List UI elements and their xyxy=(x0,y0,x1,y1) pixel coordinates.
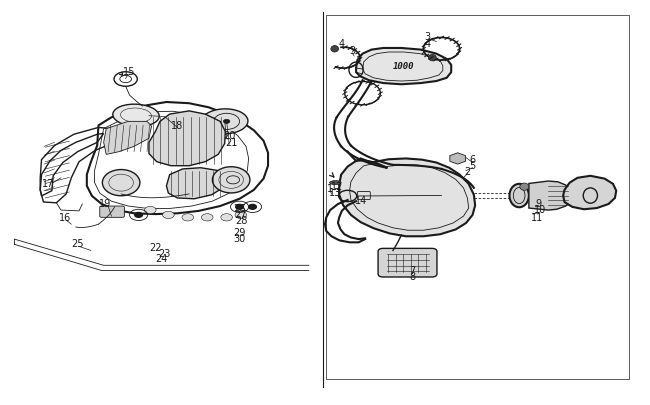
Text: 26: 26 xyxy=(233,204,246,213)
Text: 16: 16 xyxy=(58,213,71,223)
Polygon shape xyxy=(339,159,475,237)
Text: 1: 1 xyxy=(327,183,333,194)
Polygon shape xyxy=(356,49,451,85)
Text: 23: 23 xyxy=(159,248,171,258)
Text: 17: 17 xyxy=(42,178,54,188)
Circle shape xyxy=(236,205,244,210)
Text: 14: 14 xyxy=(354,196,367,205)
Circle shape xyxy=(202,214,213,222)
Text: 4: 4 xyxy=(339,38,345,49)
Circle shape xyxy=(235,212,247,219)
Circle shape xyxy=(182,214,194,222)
Text: 3: 3 xyxy=(349,45,356,55)
Ellipse shape xyxy=(331,47,339,53)
Text: 18: 18 xyxy=(172,120,183,130)
Circle shape xyxy=(162,212,174,219)
Polygon shape xyxy=(166,168,225,199)
Text: 24: 24 xyxy=(156,254,168,264)
Text: 28: 28 xyxy=(235,215,248,226)
Text: 19: 19 xyxy=(99,198,111,208)
Text: 7: 7 xyxy=(410,265,415,275)
Ellipse shape xyxy=(113,105,159,127)
Ellipse shape xyxy=(102,170,140,196)
Ellipse shape xyxy=(330,181,341,185)
Ellipse shape xyxy=(520,183,529,191)
Circle shape xyxy=(221,214,233,222)
Ellipse shape xyxy=(510,184,529,208)
Circle shape xyxy=(135,213,142,218)
Text: 10: 10 xyxy=(534,205,546,215)
Text: 4: 4 xyxy=(424,38,430,49)
Ellipse shape xyxy=(428,55,436,62)
Text: 13: 13 xyxy=(330,188,341,198)
Polygon shape xyxy=(529,181,571,211)
Text: 22: 22 xyxy=(150,243,162,253)
Circle shape xyxy=(249,205,256,210)
Text: 15: 15 xyxy=(124,67,136,77)
Text: 5: 5 xyxy=(469,160,476,171)
Text: 12: 12 xyxy=(330,181,343,192)
Text: 27: 27 xyxy=(235,209,247,219)
Text: 9: 9 xyxy=(536,198,541,208)
Text: 6: 6 xyxy=(469,155,476,165)
Text: 29: 29 xyxy=(233,228,246,238)
Polygon shape xyxy=(103,122,151,155)
Text: 1000: 1000 xyxy=(393,62,415,71)
Text: 25: 25 xyxy=(72,239,84,249)
Text: 2: 2 xyxy=(464,166,471,176)
FancyBboxPatch shape xyxy=(99,207,124,218)
Bar xyxy=(326,15,629,379)
Text: 21: 21 xyxy=(226,137,238,147)
Text: 20: 20 xyxy=(223,131,235,141)
Text: 11: 11 xyxy=(531,212,543,222)
Polygon shape xyxy=(149,112,226,166)
Text: 3: 3 xyxy=(424,32,430,42)
FancyBboxPatch shape xyxy=(378,249,437,277)
Circle shape xyxy=(144,207,156,214)
Circle shape xyxy=(224,120,230,124)
Text: 30: 30 xyxy=(233,233,246,243)
Ellipse shape xyxy=(202,110,248,134)
Ellipse shape xyxy=(213,167,250,194)
Text: 8: 8 xyxy=(410,271,415,281)
Polygon shape xyxy=(563,176,616,210)
